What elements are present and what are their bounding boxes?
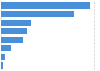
Bar <box>1 54 5 60</box>
Bar <box>1 20 31 26</box>
Bar <box>1 45 11 51</box>
Bar <box>1 11 74 17</box>
Bar <box>1 28 27 34</box>
Bar <box>1 62 3 69</box>
Bar <box>1 37 23 43</box>
Bar <box>1 2 90 9</box>
